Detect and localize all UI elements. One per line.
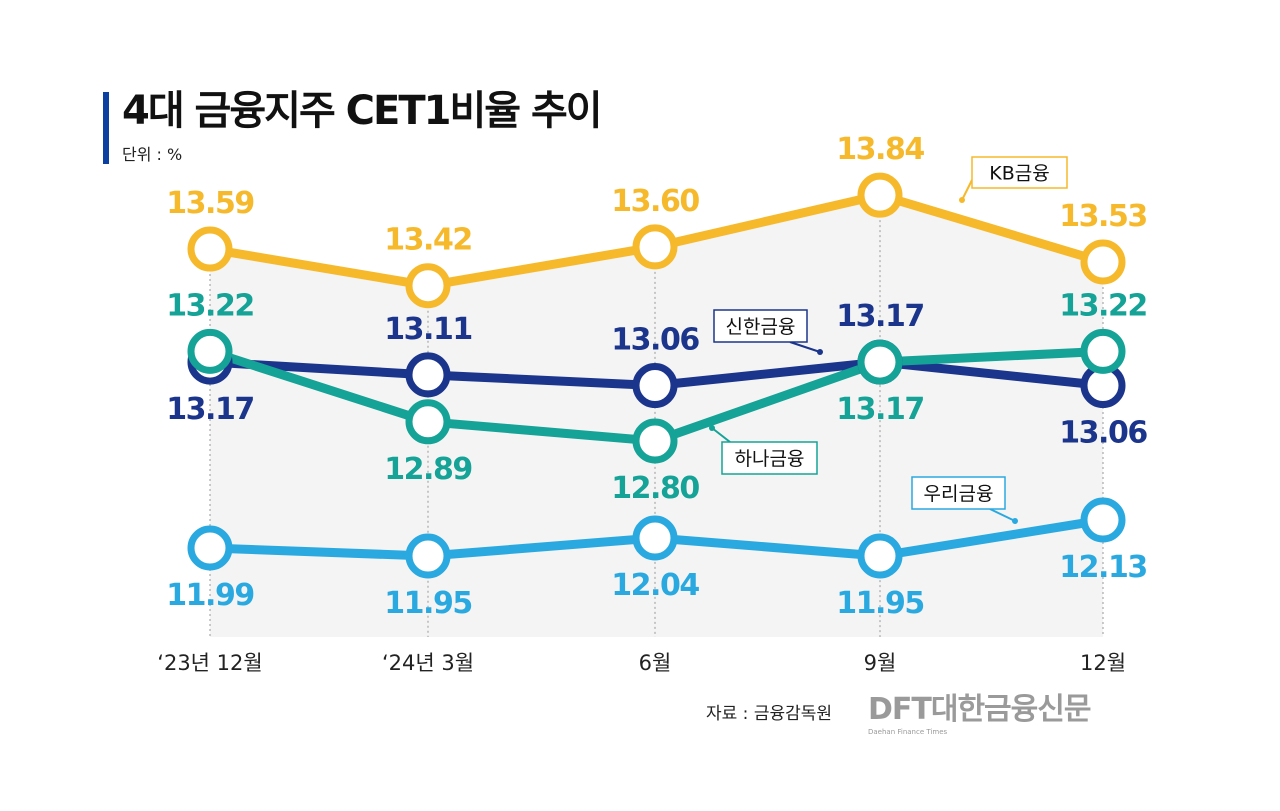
data-point xyxy=(1080,239,1126,285)
data-label: 11.99 xyxy=(166,578,253,613)
callout-arrow-tip xyxy=(959,197,965,203)
data-point xyxy=(405,399,451,445)
callout-box xyxy=(911,476,1006,510)
data-point xyxy=(1080,328,1126,374)
callout-arrow xyxy=(711,427,731,443)
data-point xyxy=(857,339,903,385)
legend-callout-1: 신한금융 xyxy=(713,309,823,355)
callout-arrow xyxy=(961,179,973,201)
x-tick-label: 6월 xyxy=(639,651,672,675)
publisher-logo: DFT대한금융신문 xyxy=(868,692,1091,727)
data-point xyxy=(632,515,678,561)
x-tick-label: 9월 xyxy=(864,651,897,675)
data-point xyxy=(632,418,678,464)
data-label: 13.84 xyxy=(836,132,924,167)
data-point xyxy=(187,328,233,374)
unit-label: 단위 : % xyxy=(122,145,183,164)
legend-callout-3: 우리금융 xyxy=(911,476,1018,524)
data-point xyxy=(632,224,678,270)
legend-callout-0: KB금융 xyxy=(959,156,1068,203)
data-label: 13.17 xyxy=(836,299,923,334)
callout-box xyxy=(721,441,818,475)
data-label: 13.53 xyxy=(1059,199,1146,234)
data-point xyxy=(187,226,233,272)
data-label: 11.95 xyxy=(384,586,471,621)
chart-title: 4대 금융지주 CET1비율 추이 xyxy=(122,88,603,134)
data-point xyxy=(405,533,451,579)
data-point xyxy=(632,363,678,409)
publisher-logo-subtitle: Daehan Finance Times xyxy=(868,728,948,736)
data-label: 12.89 xyxy=(384,452,471,487)
data-label: 12.80 xyxy=(611,471,699,506)
callout-arrow-tip xyxy=(817,349,823,355)
title-accent-bar xyxy=(103,92,109,164)
data-label: 13.22 xyxy=(1059,288,1146,323)
legend-label: 신한금융 xyxy=(726,316,796,338)
x-tick-label: ‘24년 3월 xyxy=(382,651,474,675)
callout-arrow xyxy=(989,508,1016,522)
source-label: 자료 : 금융감독원 xyxy=(706,704,833,724)
data-point xyxy=(857,533,903,579)
data-label: 12.13 xyxy=(1059,550,1146,585)
data-point xyxy=(405,263,451,309)
data-label: 13.06 xyxy=(1059,416,1147,451)
callout-arrow-tip xyxy=(709,425,715,431)
legend-label: 우리금융 xyxy=(924,483,994,505)
data-point xyxy=(857,172,903,218)
callout-arrow xyxy=(789,341,821,353)
data-label: 13.11 xyxy=(384,312,471,347)
legend-label: 하나금융 xyxy=(735,448,805,470)
data-label: 13.60 xyxy=(611,184,699,219)
data-label: 13.22 xyxy=(166,288,253,323)
data-point xyxy=(187,525,233,571)
data-label: 11.95 xyxy=(836,586,923,621)
data-point xyxy=(405,352,451,398)
x-tick-label: 12월 xyxy=(1080,651,1126,675)
callout-box xyxy=(971,156,1068,189)
legend-callout-2: 하나금융 xyxy=(709,425,818,475)
data-label: 13.59 xyxy=(166,186,253,221)
data-label: 12.04 xyxy=(611,568,699,603)
callout-box xyxy=(713,309,808,343)
x-tick-label: ‘23년 12월 xyxy=(157,651,262,675)
data-point xyxy=(1080,497,1126,543)
data-label: 13.17 xyxy=(166,392,253,427)
data-label: 13.42 xyxy=(384,223,471,258)
callout-arrow-tip xyxy=(1012,518,1018,524)
data-label: 13.17 xyxy=(836,392,923,427)
legend-label: KB금융 xyxy=(989,163,1049,185)
data-label: 13.06 xyxy=(611,323,699,358)
